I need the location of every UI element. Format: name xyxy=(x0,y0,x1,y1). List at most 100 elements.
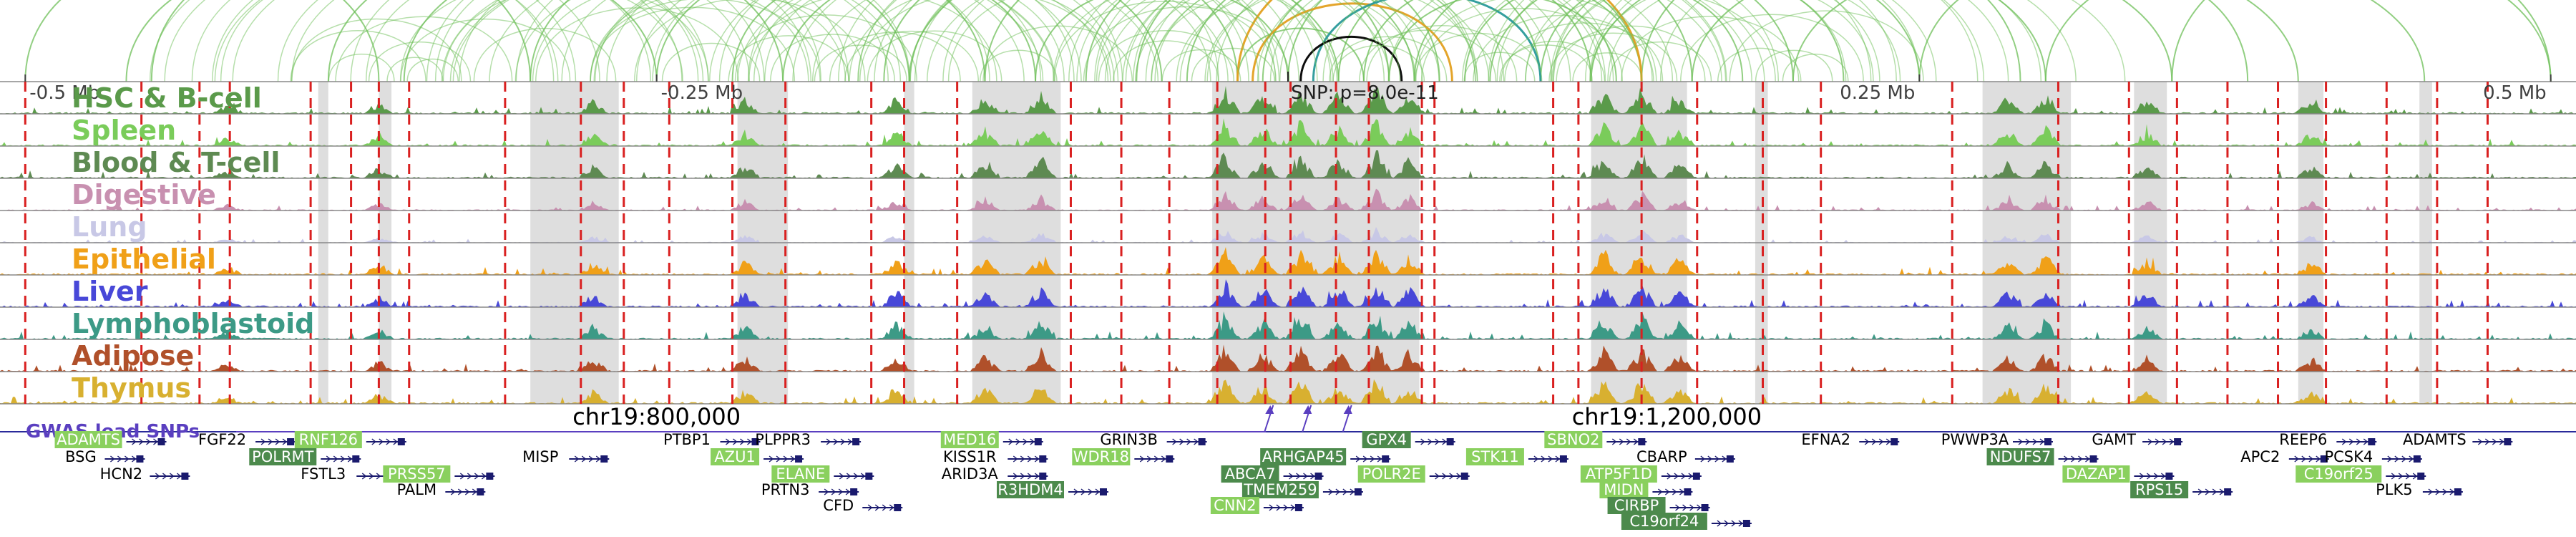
gene-strand-46-0 xyxy=(2428,488,2434,495)
gene-strand-21-1 xyxy=(1146,455,1152,463)
gene-strand-16-1 xyxy=(1015,438,1020,445)
gene-strand-3-3 xyxy=(282,438,288,445)
gene-label-4: RNF126 xyxy=(299,431,358,448)
gene-strand-34-3 xyxy=(1738,520,1744,527)
gene-label-39: DAZAP1 xyxy=(2066,465,2127,483)
gene-strand-41-3 xyxy=(2316,455,2321,463)
gene-strand-12-1 xyxy=(776,455,781,463)
arc-fill-128 xyxy=(1717,47,1802,82)
arc-fill-18 xyxy=(291,18,462,82)
arc-fill-27 xyxy=(1414,33,1543,82)
gene-label-0: ADAMTS xyxy=(57,431,120,448)
gene-exon-7 xyxy=(486,473,494,480)
arc-fill-68 xyxy=(829,32,961,82)
gene-highlight-34 xyxy=(1621,513,1707,530)
gene-strand-45-1 xyxy=(2484,438,2490,445)
gene-label-9: MISP xyxy=(522,448,558,465)
gene-strand-18-1 xyxy=(1020,473,1025,480)
gene-exon-17 xyxy=(1039,455,1047,463)
gene-exon-5 xyxy=(352,455,360,463)
arc-fill-137 xyxy=(1387,0,1880,82)
arc-fill-113 xyxy=(1524,0,1776,82)
gene-highlight-39 xyxy=(2062,465,2130,483)
gene-exon-21 xyxy=(1166,455,1174,463)
gene-highlight-28 xyxy=(1544,431,1603,448)
gene-strand-19-2 xyxy=(1088,488,1093,495)
arc-fill-28 xyxy=(164,0,600,82)
arc-fill-25 xyxy=(515,0,911,82)
arc-27 xyxy=(403,0,910,82)
gene-strand-39-2 xyxy=(2153,473,2159,480)
arc-fill-32 xyxy=(220,0,559,82)
arc-fill-93 xyxy=(290,30,426,82)
arc-4 xyxy=(655,0,1163,82)
gene-strand-35-2 xyxy=(1878,438,1884,445)
gene-label-41: APC2 xyxy=(2240,448,2280,465)
arc-fill-10 xyxy=(291,0,750,82)
arc-fill-63 xyxy=(849,0,1115,82)
gene-label-46: PLK5 xyxy=(2376,481,2413,498)
track-signal-2 xyxy=(0,150,2576,178)
gene-strand-25-3 xyxy=(1290,504,1296,511)
arc-3 xyxy=(530,0,986,82)
gene-label-15: CFD xyxy=(823,497,854,514)
top-axis: -0.5 Mb -0.25 Mb 0.25 Mb 0.5 Mb SNP: p=8.0e-… xyxy=(24,72,2552,104)
axis-tick-label-1: -0.25 Mb xyxy=(661,82,743,104)
arc-30 xyxy=(883,0,1239,82)
arc-fill-102 xyxy=(1504,22,1664,82)
arc-fill-92 xyxy=(399,0,683,82)
arc-fill-117 xyxy=(590,0,821,82)
track-label-6: Liver xyxy=(72,276,148,307)
gene-label-27: POLR2E xyxy=(1362,465,1421,483)
arc-fill-13 xyxy=(1161,49,1241,82)
arc-fill-121 xyxy=(1083,6,1290,82)
arc-fill-40 xyxy=(590,0,847,82)
gene-highlight-4 xyxy=(294,431,362,448)
arc-fill-90 xyxy=(386,57,444,82)
gene-strand-36-2 xyxy=(2032,438,2038,445)
gene-strand-30-1 xyxy=(1707,455,1712,463)
arc-15 xyxy=(1337,0,1794,82)
track-label-1: Spleen xyxy=(72,115,176,146)
gene-strand-43-2 xyxy=(2401,455,2406,463)
gwas-snp-marker-1 xyxy=(1303,405,1312,414)
gene-strand-30-0 xyxy=(1700,455,1705,463)
track-signal-8 xyxy=(0,344,2576,372)
gene-strand-46-3 xyxy=(2449,488,2455,495)
gene-exon-35 xyxy=(1890,438,1898,445)
gene-exon-41 xyxy=(2320,455,2328,463)
gene-strand-45-0 xyxy=(2477,438,2483,445)
arc-fill-24 xyxy=(1053,0,1334,82)
gene-strand-31-0 xyxy=(1667,473,1672,480)
gene-strand-6-2 xyxy=(376,473,381,480)
arc-fill-41 xyxy=(1415,0,1657,82)
gene-strand-19-1 xyxy=(1080,488,1086,495)
gene-exon-1 xyxy=(136,455,144,463)
gene-label-35: EFNA2 xyxy=(1801,431,1850,448)
track-label-8: Adipose xyxy=(72,340,194,372)
gene-strand-18-0 xyxy=(1013,473,1018,480)
arc-fill-131 xyxy=(718,0,1075,82)
gene-strand-9-3 xyxy=(595,455,601,463)
axis-tick-label-0: -0.5 Mb xyxy=(29,82,99,104)
gene-strand-10-2 xyxy=(740,438,745,445)
arc-fill-108 xyxy=(1122,0,1603,82)
gene-exon-30 xyxy=(1726,455,1734,463)
gene-strand-26-3 xyxy=(1442,438,1447,445)
gene-exon-34 xyxy=(1742,520,1750,527)
gene-strand-42-2 xyxy=(2356,438,2361,445)
gene-strand-40-0 xyxy=(2197,488,2203,495)
arc-9 xyxy=(1085,0,1440,82)
gene-strand-39-0 xyxy=(2139,473,2145,480)
arc-24 xyxy=(1918,0,2249,82)
arc-fill-61 xyxy=(368,41,472,82)
gene-strand-7-1 xyxy=(467,473,472,480)
gene-label-14: PRTN3 xyxy=(761,481,810,498)
gene-highlight-22 xyxy=(1260,448,1347,465)
gene-strand-18-2 xyxy=(1027,473,1033,480)
gene-strand-23-1 xyxy=(1296,473,1301,480)
gene-exon-31 xyxy=(1692,473,1700,480)
arc-fill-3 xyxy=(232,0,683,82)
gene-strand-10-3 xyxy=(747,438,752,445)
